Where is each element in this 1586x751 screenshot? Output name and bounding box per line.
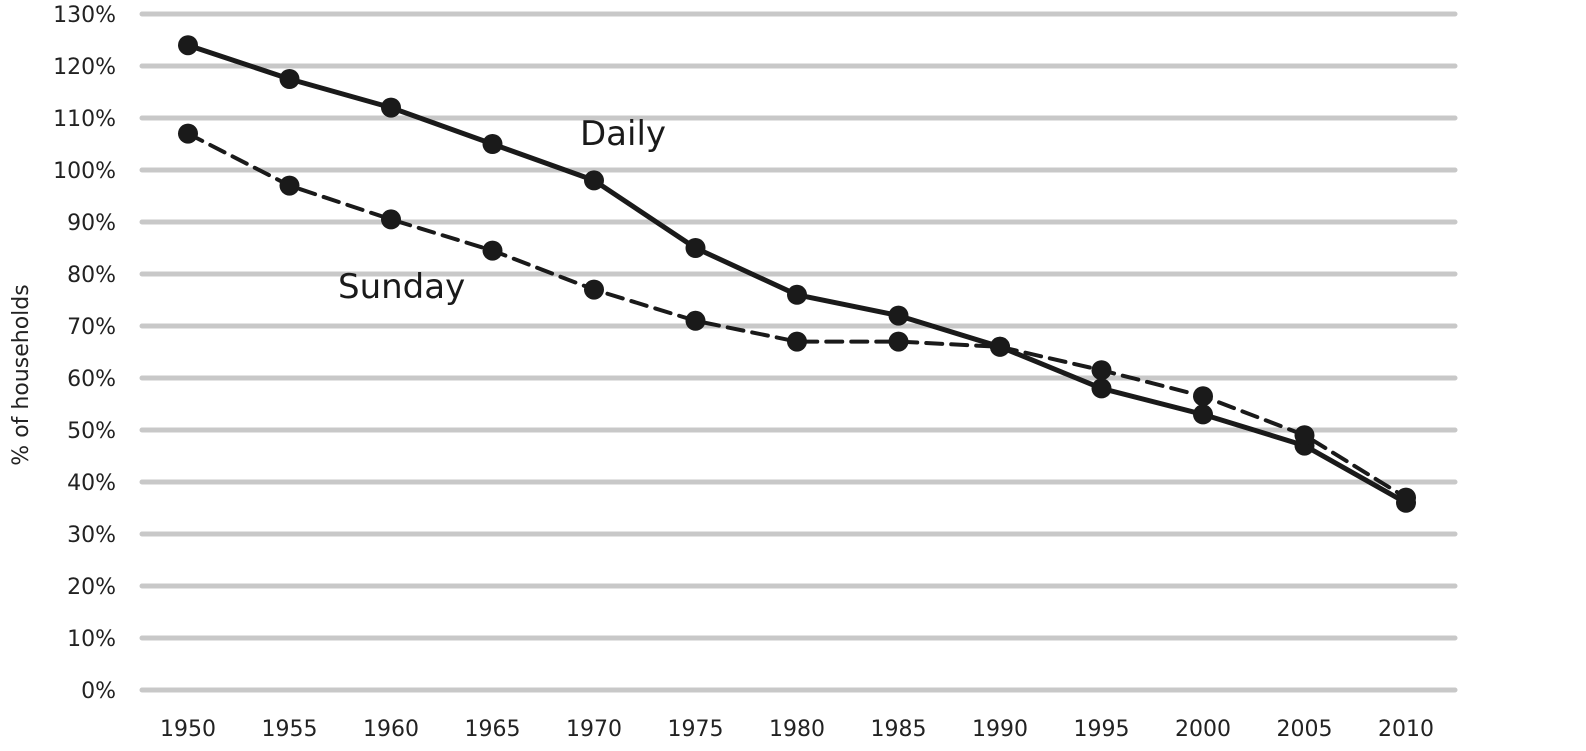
- y-tick-label: 100%: [53, 159, 116, 184]
- data-point-daily: [584, 170, 604, 191]
- series-line-sunday: [186, 131, 1408, 500]
- x-tick-label: 1985: [871, 717, 927, 742]
- data-point-sunday: [279, 175, 300, 196]
- x-tick-label: 1980: [769, 717, 825, 742]
- data-point-sunday: [482, 240, 503, 261]
- data-point-daily: [888, 305, 909, 326]
- x-tick-label: 1965: [465, 717, 521, 742]
- x-tick-label: 2005: [1277, 717, 1333, 742]
- data-point-daily: [685, 238, 706, 258]
- y-tick-label: 120%: [53, 55, 116, 80]
- grid-lines: [139, 11, 1458, 693]
- data-point-daily: [279, 69, 300, 89]
- data-point-sunday: [685, 310, 706, 331]
- data-point-sunday: [584, 279, 604, 300]
- data-point-daily: [178, 35, 198, 56]
- series-label-sunday: Sunday: [338, 267, 465, 307]
- x-tick-label: 2000: [1175, 717, 1231, 742]
- x-tick-label: 1955: [262, 717, 318, 742]
- data-point-sunday: [1091, 360, 1112, 381]
- data-point-sunday: [888, 331, 909, 352]
- data-point-sunday: [1294, 425, 1315, 446]
- x-tick-label: 1960: [363, 717, 419, 742]
- y-axis-title: % of households: [9, 284, 34, 465]
- x-tick-label: 1990: [972, 717, 1028, 742]
- data-point-daily: [787, 284, 807, 305]
- data-point-sunday: [990, 336, 1010, 357]
- y-tick-label: 70%: [67, 315, 116, 340]
- y-tick-label: 50%: [67, 419, 116, 444]
- data-point-sunday: [1193, 386, 1213, 407]
- y-tick-label: 10%: [67, 627, 116, 652]
- x-tick-label: 1950: [160, 717, 216, 742]
- data-point-daily: [482, 134, 503, 154]
- x-tick-label: 2010: [1378, 717, 1434, 742]
- y-tick-label: 80%: [67, 263, 116, 288]
- data-point-sunday: [1396, 487, 1416, 508]
- series-label-daily: Daily: [580, 114, 666, 154]
- data-point-sunday: [381, 209, 401, 230]
- series-group: [178, 35, 1416, 513]
- y-tick-label: 60%: [67, 367, 116, 392]
- x-tick-label: 1975: [668, 717, 724, 742]
- y-tick-label: 110%: [53, 107, 116, 132]
- y-tick-label: 30%: [67, 523, 116, 548]
- y-tick-label: 20%: [67, 575, 116, 600]
- y-axis-ticks: 0% 10% 20% 30% 40% 50% 60% 70% 80% 90% 100% 110% 120…: [53, 3, 116, 704]
- data-point-sunday: [178, 123, 198, 144]
- x-axis-ticks: 1950 1955 1960 1965 1970 1975 1980 1985 1990 1995…: [160, 717, 1434, 742]
- y-tick-label: 90%: [67, 211, 116, 236]
- data-point-daily: [1091, 378, 1112, 399]
- y-tick-label: 130%: [53, 3, 116, 28]
- data-point-daily: [381, 97, 401, 118]
- data-point-sunday: [787, 331, 807, 352]
- y-tick-label: 0%: [81, 679, 116, 704]
- y-tick-label: 40%: [67, 471, 116, 496]
- x-tick-label: 1995: [1074, 717, 1130, 742]
- x-tick-label: 1970: [566, 717, 622, 742]
- data-point-daily: [1193, 404, 1213, 425]
